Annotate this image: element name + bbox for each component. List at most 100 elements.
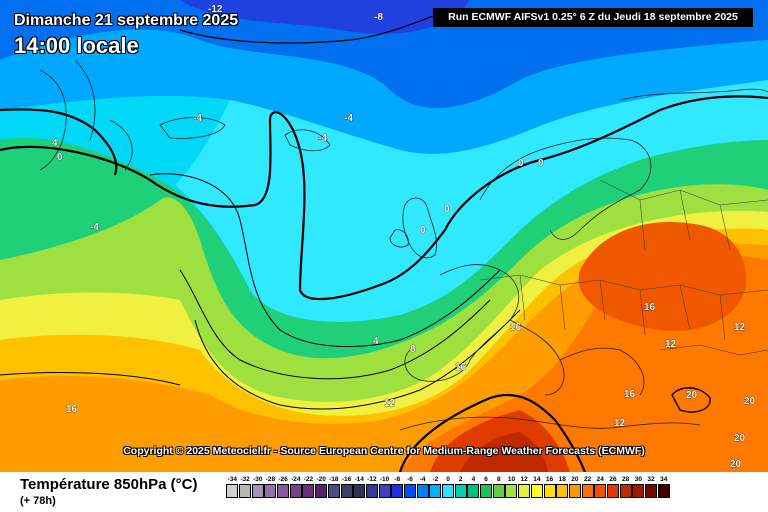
legend-cell: 24: [594, 475, 607, 498]
legend-tick-label: 14: [533, 476, 541, 483]
legend-cell: 12: [518, 475, 531, 498]
map-label: 12: [665, 339, 677, 350]
country-borders: [479, 179, 768, 356]
coast-europe: [404, 264, 645, 396]
contour-12: [194, 309, 521, 410]
legend-tick-label: -28: [265, 476, 276, 483]
coast-africa: [399, 416, 701, 431]
legend-tick-label: 12: [520, 476, 528, 483]
legend-tick-label: -10: [379, 476, 390, 483]
legend-cell: -32: [239, 475, 252, 498]
coastlines: [39, 59, 768, 431]
model-run-info: Run ECMWF AIFSv1 0.25° 6 Z du Jeudi 18 s…: [433, 8, 753, 27]
map-label: 0: [420, 225, 426, 236]
contour-minus8: [179, 9, 451, 44]
legend-swatch: [302, 484, 315, 498]
map-label: 0: [444, 204, 450, 215]
legend-cell: 32: [645, 475, 658, 498]
contour-zero-west: [0, 108, 118, 176]
legend-swatch: [606, 484, 619, 498]
map-label: 4: [52, 138, 58, 149]
map-label: -4: [344, 113, 353, 124]
legend-cell: 16: [543, 475, 556, 498]
legend-tick-label: -12: [367, 476, 377, 483]
legend-cell: -10: [378, 475, 391, 498]
legend-tick-label: 0: [446, 476, 450, 483]
map-label: 20: [686, 390, 698, 401]
legend-swatch: [391, 484, 404, 498]
legend-swatch: [289, 484, 302, 498]
legend-tick-label: 22: [583, 476, 592, 483]
legend-tick-label: -8: [394, 476, 401, 483]
legend-swatch: [632, 484, 645, 498]
field-minus4-top: [0, 29, 768, 154]
legend-swatch: [467, 484, 480, 498]
map-label: 12: [384, 398, 396, 409]
legend-cell: -18: [327, 475, 341, 498]
map-label: 20: [744, 396, 756, 407]
contour-8: [179, 269, 491, 380]
contour-16: [0, 372, 181, 386]
legend-cell: 26: [606, 475, 620, 498]
legend-cell: 10: [505, 475, 518, 498]
map-label: 12: [614, 418, 626, 429]
legend-tick-label: 32: [647, 476, 655, 483]
legend-swatch: [492, 484, 505, 498]
map-label: 20: [730, 459, 742, 470]
legend-swatch: [518, 484, 531, 498]
map-label: 0: [57, 152, 63, 163]
legend-tick-label: 10: [507, 476, 516, 483]
field-minus12: [180, 0, 470, 34]
legend-cell: -4: [416, 475, 429, 498]
legend-tick-label: -24: [291, 476, 301, 483]
legend-tick-label: -18: [329, 476, 339, 483]
legend-tick-label: -6: [407, 476, 413, 483]
legend-swatch: [645, 484, 658, 498]
isotherm-labels: -12 -8 -4 -4 -4 -4 0 4 0 0 0 0 16 4 8 12…: [52, 4, 756, 471]
legend-tick-label: -4: [419, 476, 426, 483]
legend-swatch: [568, 484, 581, 498]
legend-swatch: [619, 484, 632, 498]
legend-swatch: [353, 484, 366, 498]
legend-cell: 20: [568, 475, 582, 498]
map-label: 0: [538, 158, 544, 169]
legend-swatch: [442, 484, 455, 498]
legend-cell: -22: [302, 475, 315, 498]
legend-cell: 22: [581, 475, 594, 498]
legend-swatch: [315, 484, 328, 498]
map-label: 16: [510, 322, 522, 333]
map-label: 0: [518, 158, 524, 169]
forecast-time: 14:00 locale: [14, 33, 139, 58]
legend-cell: 30: [632, 475, 645, 498]
forecast-date: Dimanche 21 septembre 2025: [14, 12, 239, 29]
legend-cell: -2: [429, 475, 442, 498]
legend-tick-label: 28: [622, 476, 630, 483]
map-label: -4: [318, 133, 327, 144]
lead-time: (+ 78h): [20, 495, 56, 507]
legend-tick-label: -26: [278, 476, 288, 483]
legend-swatch: [581, 484, 594, 498]
copyright-notice: Copyright © 2025 Meteociel.fr - Source E…: [123, 445, 645, 457]
map-label: 16: [624, 389, 636, 400]
coast-svalbard: [284, 129, 331, 152]
legend-cell: -16: [340, 475, 353, 498]
legend-cell: 28: [619, 475, 632, 498]
legend-swatch: [239, 484, 252, 498]
map-label: 20: [734, 433, 746, 444]
coast-scandinavia: [479, 137, 652, 240]
map-label: 16: [66, 404, 78, 415]
coast-greenland: [39, 59, 133, 171]
contour-16-east: [671, 387, 711, 413]
legend-cell: 4: [467, 475, 480, 498]
legend-swatch: [340, 484, 353, 498]
legend-tick-label: -16: [341, 476, 352, 483]
legend-tick-label: -22: [303, 476, 314, 483]
legend-cell: -30: [251, 475, 264, 498]
legend-tick-label: 6: [484, 476, 488, 483]
map-label: 4: [373, 336, 379, 347]
coast-uk: [389, 197, 437, 259]
legend-tick-label: -34: [227, 476, 238, 483]
field-warm-core: [578, 222, 746, 331]
legend-tick-label: -14: [354, 476, 364, 483]
temperature-fields: [0, 0, 768, 472]
